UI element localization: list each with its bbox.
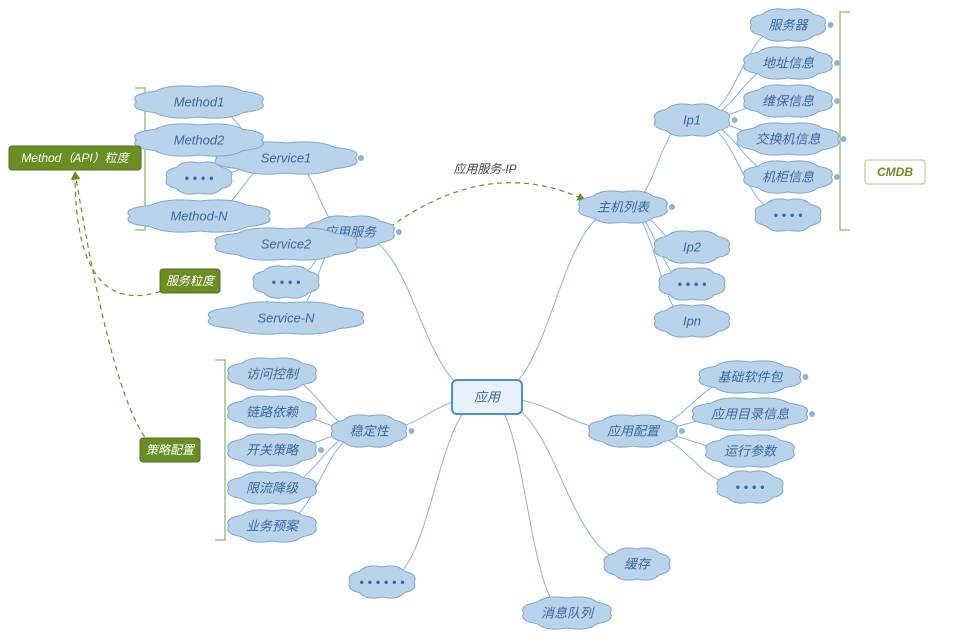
cloud-label: Ipn	[683, 314, 701, 329]
expand-dot	[679, 428, 685, 434]
expand-dot	[834, 98, 840, 104]
cloud-sn[interactable]: Service-N	[208, 302, 363, 334]
cloud-label: 主机列表	[597, 200, 651, 215]
cloud-label: 开关策略	[246, 443, 300, 458]
expand-dot	[669, 204, 675, 210]
cloud-dir[interactable]: 应用目录信息	[692, 398, 815, 430]
expand-dot	[318, 447, 324, 453]
cloud-hosts[interactable]: 主机列表	[579, 191, 675, 223]
cloud-label: 交换机信息	[755, 132, 820, 147]
expand-dot	[803, 374, 809, 380]
expand-dot	[409, 428, 415, 434]
cloud-label: 限流降级	[246, 481, 299, 496]
expand-dot	[358, 155, 364, 161]
cloud-label: Service2	[261, 237, 312, 252]
badge-label: 策略配置	[146, 443, 196, 457]
cloud-cfg[interactable]: 应用配置	[589, 415, 685, 447]
dashed-edge	[390, 183, 585, 227]
expand-dot	[828, 22, 834, 28]
cloud-ipdots[interactable]: • • • •	[659, 268, 725, 300]
cloud-cfgdots[interactable]: • • • •	[717, 471, 783, 503]
cloud-label: • • • •	[184, 171, 213, 186]
cloud-sdots[interactable]: • • • •	[253, 266, 319, 298]
cloud-label: 维保信息	[762, 94, 814, 109]
cloud-label: 缓存	[624, 557, 652, 572]
cloud-label: • • • •	[735, 480, 764, 495]
cloud-sw[interactable]: 开关策略	[228, 434, 324, 466]
edge	[623, 207, 692, 321]
cloud-ipn[interactable]: Ipn	[654, 305, 729, 337]
cloud-label: 服务器	[768, 18, 808, 33]
root-label: 应用	[474, 390, 502, 405]
expand-dot	[396, 229, 402, 235]
cloud-dots6[interactable]: • • • • • •	[349, 566, 415, 598]
cloud-label: 链路依赖	[246, 405, 299, 420]
cloud-pkg[interactable]: 基础软件包	[699, 361, 808, 393]
cloud-label: 运行参数	[724, 444, 778, 459]
cloud-bp[interactable]: 业务预案	[228, 510, 317, 542]
cloud-ip1[interactable]: Ip1	[654, 104, 737, 136]
cloud-label: Ip1	[683, 113, 701, 128]
cloud-run[interactable]: 运行参数	[706, 435, 795, 467]
cloud-rack[interactable]: 机柜信息	[744, 161, 840, 193]
cmdb-label: CMDB	[877, 165, 913, 179]
cloud-label: • • • • • •	[359, 575, 405, 590]
bracket	[215, 360, 225, 540]
cloud-label: Method-N	[170, 209, 228, 224]
cloud-cmdbdots[interactable]: • • • •	[755, 199, 821, 231]
cloud-label: 应用配置	[607, 424, 661, 439]
cloud-label: 业务预案	[246, 519, 300, 534]
cloud-label: Ip2	[683, 240, 702, 255]
cloud-srv[interactable]: 服务器	[750, 9, 833, 41]
cloud-label: 地址信息	[762, 56, 814, 71]
cloud-addr[interactable]: 地址信息	[744, 47, 840, 79]
cloud-label: Service-N	[257, 311, 315, 326]
cloud-mq[interactable]: 消息队列	[523, 597, 612, 629]
cloud-tl[interactable]: 限流降级	[228, 472, 317, 504]
cloud-mdots[interactable]: • • • •	[166, 162, 232, 194]
cloud-label: 访问控制	[246, 367, 300, 382]
cloud-label: • • • •	[773, 208, 802, 223]
cloud-label: 机柜信息	[762, 170, 814, 185]
cloud-label: Method1	[174, 95, 225, 110]
cloud-label: • • • •	[677, 277, 706, 292]
expand-dot	[834, 174, 840, 180]
cloud-ld[interactable]: 链路依赖	[228, 396, 317, 428]
cloud-label: Service1	[261, 151, 312, 166]
expand-dot	[841, 136, 847, 142]
badge-label: 服务粒度	[166, 274, 216, 288]
expand-dot	[809, 411, 815, 417]
mindmap-canvas: 应用服务-IP 应用应用服务主机列表稳定性应用配置缓存消息队列• • • • •…	[0, 0, 971, 638]
bracket	[840, 12, 850, 230]
cloud-label: 应用目录信息	[711, 407, 789, 422]
cloud-cache[interactable]: 缓存	[604, 548, 670, 580]
cloud-label: Method2	[174, 133, 225, 148]
cloud-label: • • • •	[271, 275, 300, 290]
cloud-mn[interactable]: Method-N	[128, 200, 270, 232]
cloud-ac[interactable]: 访问控制	[228, 358, 317, 390]
cloud-swi[interactable]: 交换机信息	[737, 123, 846, 155]
cloud-stab[interactable]: 稳定性	[331, 415, 414, 447]
cloud-label: 稳定性	[349, 424, 390, 439]
cloud-label: 消息队列	[541, 606, 595, 621]
cloud-m1[interactable]: Method1	[135, 86, 264, 118]
expand-dot	[834, 60, 840, 66]
cloud-label: 基础软件包	[717, 370, 783, 385]
edge	[350, 232, 487, 397]
badge-label: Method（API）粒度	[21, 151, 130, 165]
expand-dot	[732, 117, 738, 123]
edge-note: 应用服务-IP	[453, 162, 516, 176]
edge	[487, 397, 567, 613]
cloud-maint[interactable]: 维保信息	[744, 85, 840, 117]
edge	[487, 207, 623, 397]
